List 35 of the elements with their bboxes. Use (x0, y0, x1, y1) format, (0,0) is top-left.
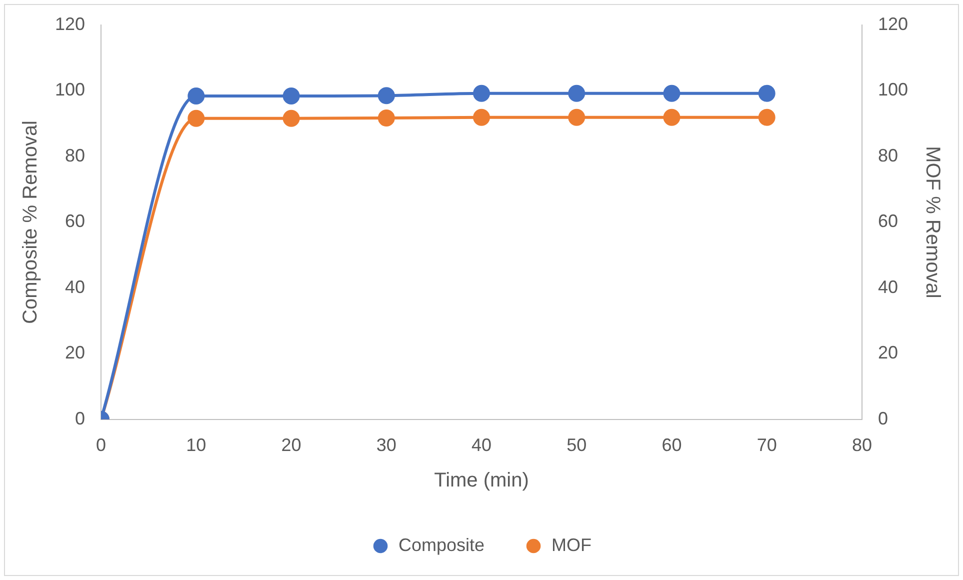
y-tick-label: 60 (65, 211, 86, 232)
y-tick-label: 120 (54, 14, 86, 34)
y2-tick-label: 100 (878, 80, 908, 100)
y-tick-label: 0 (75, 408, 86, 428)
y2-tick-label: 80 (878, 145, 898, 166)
point (188, 87, 205, 104)
x-tick-label: 80 (852, 435, 872, 456)
x-tick-label: 20 (281, 435, 302, 456)
y-tick-label: 100 (54, 80, 86, 100)
point (663, 84, 680, 102)
point (758, 84, 776, 102)
point (473, 84, 490, 102)
y-tick-label: 40 (65, 276, 86, 297)
y-axis-title: Composite % Removal (20, 120, 42, 324)
x-axis-title: Time (min) (434, 470, 529, 492)
legend-label: Composite (398, 534, 485, 555)
point (282, 87, 300, 104)
x-tick-label: 10 (186, 435, 206, 456)
y-tick-label: 20 (65, 342, 86, 363)
x-tick-label: 60 (662, 435, 682, 456)
legend-label: MOF (552, 534, 592, 555)
point (568, 84, 586, 102)
y2-tick-label: 40 (878, 276, 898, 297)
y-tick-label: 80 (65, 145, 86, 166)
y2-tick-label: 0 (878, 408, 888, 428)
x-tick-label: 30 (376, 435, 396, 456)
x-tick-label: 50 (566, 435, 587, 456)
y2-tick-label: 20 (878, 342, 898, 363)
y2-axis-title: MOF % Removal (921, 146, 944, 298)
y2-tick-label: 120 (878, 14, 908, 34)
y2-tick-label: 60 (878, 211, 898, 232)
x-tick-label: 70 (756, 435, 777, 456)
x-tick-label: 40 (471, 435, 492, 456)
x-tick-label: 0 (96, 435, 106, 456)
point (378, 87, 395, 104)
